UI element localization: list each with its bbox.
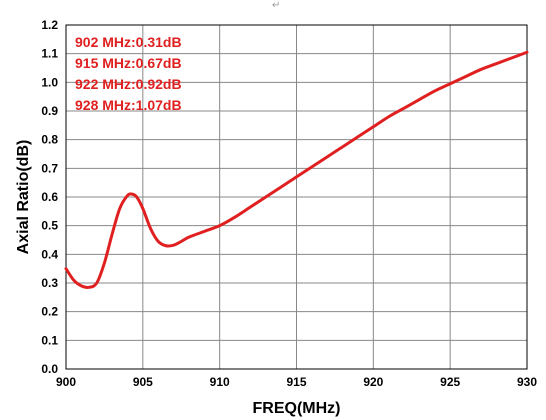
x-tick-labels: 900 905 910 915 920 925 930 (56, 375, 537, 389)
annotations: 902 MHz:0.31dB 915 MHz:0.67dB 922 MHz:0.92… (75, 34, 182, 113)
plot-frame (65, 24, 528, 370)
y-tick-label: 1.2 (41, 18, 58, 32)
y-tick-label: 0.5 (41, 219, 58, 233)
x-tick-label: 910 (210, 375, 230, 389)
y-tick-label: 0.9 (41, 104, 58, 118)
y-tick-label: 0.1 (41, 333, 58, 347)
x-tick-label: 930 (517, 375, 537, 389)
y-tick-label: 0.8 (41, 133, 58, 147)
y-axis-title: Axial Ratio(dB) (15, 140, 32, 255)
y-tick-label: 1.0 (41, 75, 58, 89)
x-tick-label: 915 (286, 375, 306, 389)
annotation-label: 902 MHz:0.31dB (75, 34, 182, 50)
y-tick-labels: 0.0 0.1 0.2 0.3 0.4 0.5 0.6 0.7 0.8 0.9 1.0 1.1 1.2 (41, 18, 58, 376)
annotation-label: 928 MHz:1.07dB (75, 97, 182, 113)
axial-ratio-line (64, 50, 529, 289)
annotation-label: 915 MHz:0.67dB (75, 55, 182, 71)
y-tick-label: 0.6 (41, 190, 58, 204)
y-tick-label: 0.4 (41, 247, 58, 261)
y-tick-label: 1.1 (41, 47, 58, 61)
x-tick-label: 925 (440, 375, 460, 389)
x-tick-label: 920 (363, 375, 383, 389)
y-tick-label: 0.0 (41, 362, 58, 376)
x-tick-label: 905 (133, 375, 153, 389)
y-tick-label: 0.3 (41, 276, 58, 290)
paragraph-marker: ↵ (272, 0, 280, 11)
x-tick-label: 900 (56, 375, 76, 389)
series-layer (64, 50, 529, 289)
x-axis-title: FREQ(MHz) (253, 400, 341, 417)
y-tick-label: 0.7 (41, 161, 58, 175)
y-tick-label: 0.2 (41, 305, 58, 319)
annotation-label: 922 MHz:0.92dB (75, 76, 182, 92)
